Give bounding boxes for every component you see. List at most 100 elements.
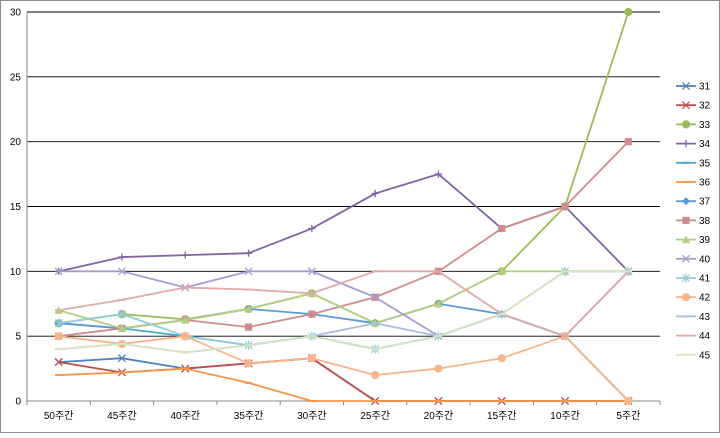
data-point-39-2 <box>181 315 190 324</box>
data-point-34-3 <box>244 249 253 257</box>
data-point-31-1 <box>117 354 127 363</box>
legend: 31 32 33 34 35 36 37 38 39 40 41 42 43 44 45 <box>676 82 711 361</box>
legend-label: 38 <box>699 216 711 227</box>
data-point-38-7 <box>498 224 506 233</box>
legend-label: 33 <box>699 120 711 131</box>
legend-label: 37 <box>699 197 711 208</box>
legend-label: 41 <box>699 274 711 285</box>
y-tick-label: 25 <box>10 72 22 83</box>
y-tick-label: 15 <box>10 202 22 213</box>
data-point-39-3 <box>244 304 253 313</box>
data-point-42-6 <box>434 364 443 373</box>
legend-item-43: 43 <box>676 312 711 323</box>
legend-marker <box>681 101 691 110</box>
x-tick-label: 40주간 <box>170 410 200 422</box>
series-line-44 <box>58 270 629 338</box>
data-point-42-2 <box>181 332 190 341</box>
series-lines <box>54 7 633 406</box>
legend-label: 44 <box>699 331 711 342</box>
legend-label: 40 <box>699 254 711 265</box>
legend-marker <box>681 254 691 263</box>
legend-label: 36 <box>699 178 711 189</box>
series-line-36 <box>58 367 629 402</box>
legend-item-44: 44 <box>676 331 711 342</box>
data-point-34-6 <box>434 170 443 178</box>
data-point-39-1 <box>117 324 127 332</box>
y-tick-label: 30 <box>10 8 22 19</box>
y-tick-label: 5 <box>15 332 21 343</box>
legend-item-39: 39 <box>676 235 711 246</box>
legend-marker <box>681 273 691 283</box>
legend-label: 34 <box>699 139 711 150</box>
y-tick-label: 10 <box>10 267 22 278</box>
data-point-32-0 <box>54 358 63 367</box>
data-point-34-1 <box>118 253 126 261</box>
data-point-40-4 <box>307 267 316 276</box>
data-point-40-3 <box>244 267 253 276</box>
data-point-38-3 <box>244 323 253 331</box>
legend-item-31: 31 <box>676 82 711 93</box>
legend-label: 35 <box>699 158 711 169</box>
data-point-40-0 <box>54 267 63 276</box>
legend-item-35: 35 <box>676 158 711 169</box>
x-tick-label: 15주간 <box>487 410 517 422</box>
x-tick-label: 30주간 <box>297 410 327 422</box>
legend-item-45: 45 <box>676 350 711 361</box>
data-point-41-0 <box>54 318 63 328</box>
x-tick-label: 25주간 <box>360 410 390 422</box>
axes: 0 5 10 15 20 25 30 50주간 45주간 40주간 35주간 30주간 25주간 20주간… <box>10 8 661 422</box>
series-line-45 <box>58 270 629 354</box>
legend-item-36: 36 <box>676 178 711 189</box>
legend-label: 43 <box>699 312 711 323</box>
data-point-42-3 <box>244 359 253 368</box>
legend-marker <box>681 120 691 129</box>
legend-marker <box>681 235 691 244</box>
data-point-42-9 <box>624 396 633 406</box>
y-tick-label: 20 <box>10 137 22 148</box>
legend-item-37: 37 <box>676 197 711 208</box>
data-point-38-4 <box>308 310 316 318</box>
legend-item-41: 41 <box>676 273 711 285</box>
data-point-40-1 <box>117 267 127 276</box>
data-point-33-9 <box>624 7 633 17</box>
legend-item-38: 38 <box>676 216 711 227</box>
data-point-34-4 <box>308 224 316 233</box>
data-point-38-8 <box>561 202 569 211</box>
data-point-39-6 <box>434 299 443 308</box>
data-point-42-5 <box>371 370 380 380</box>
data-point-38-9 <box>624 138 632 146</box>
legend-marker <box>681 81 691 91</box>
x-tick-label: 10주간 <box>550 410 580 422</box>
data-point-39-7 <box>497 267 506 275</box>
x-tick-label: 5주간 <box>616 410 640 422</box>
legend-item-32: 32 <box>676 101 711 112</box>
x-tick-label: 35주간 <box>234 410 264 422</box>
legend-marker <box>682 216 690 224</box>
legend-label: 32 <box>699 101 711 112</box>
legend-label: 31 <box>699 82 711 93</box>
x-tick-label: 45주간 <box>107 410 137 422</box>
legend-label: 39 <box>699 235 711 246</box>
legend-marker <box>681 293 691 302</box>
data-point-34-5 <box>371 189 379 198</box>
legend-marker <box>681 197 691 206</box>
y-tick-label: 0 <box>15 397 21 408</box>
data-point-42-7 <box>497 354 506 363</box>
data-point-42-0 <box>54 332 63 341</box>
data-point-41-1 <box>117 309 126 319</box>
legend-label: 42 <box>699 293 711 304</box>
series-45 <box>55 270 632 354</box>
legend-label: 45 <box>699 350 711 361</box>
data-point-34-2 <box>181 251 189 259</box>
legend-marker <box>682 140 690 148</box>
legend-item-33: 33 <box>676 120 711 131</box>
legend-item-42: 42 <box>676 293 711 304</box>
data-point-42-4 <box>307 354 316 363</box>
legend-item-40: 40 <box>676 254 711 265</box>
series-line-42 <box>58 335 629 402</box>
series-line-39 <box>58 270 629 330</box>
x-tick-label: 50주간 <box>44 410 74 422</box>
series-42 <box>54 332 633 406</box>
x-tick-label: 20주간 <box>424 410 454 422</box>
